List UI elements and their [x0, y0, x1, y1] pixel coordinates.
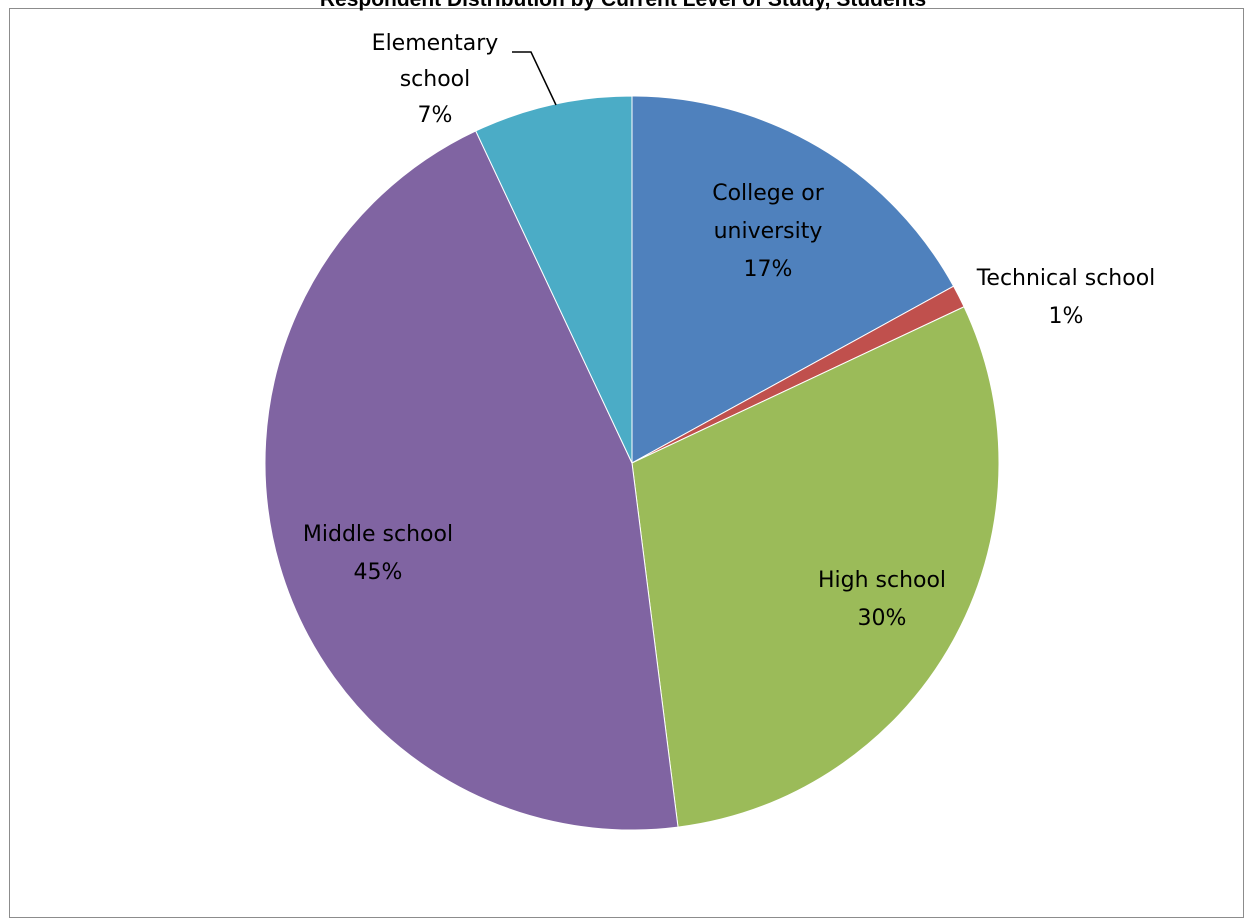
data-label-line: 45%	[354, 560, 403, 585]
data-label-technical-school: Technical school 1%	[976, 266, 1156, 329]
data-label-line: 30%	[858, 606, 907, 631]
pie-slice-elementary-school	[475, 95, 633, 464]
data-label-line: 1%	[1049, 304, 1084, 329]
data-label-line: Middle school	[303, 522, 453, 547]
pie-slice-middle-school	[264, 130, 679, 831]
data-label-line: Technical school	[976, 266, 1156, 291]
data-label-line: High school	[818, 568, 946, 593]
data-label-line: school	[400, 67, 471, 92]
data-label-line: university	[714, 219, 823, 244]
data-label-high-school: High school 30%	[818, 568, 946, 631]
data-label-elementary-school: Elementary school 7%	[372, 31, 499, 128]
data-label-line: Elementary	[372, 31, 499, 56]
data-label-line: 7%	[418, 103, 453, 128]
chart-title: Respondent Distribution by Current Level…	[0, 0, 1246, 14]
data-label-line: College or	[712, 181, 825, 206]
leader-line-elementary-school	[512, 51, 557, 106]
data-label-college-or-university: College or university 17%	[712, 181, 825, 282]
data-label-line: 17%	[744, 257, 793, 282]
data-label-middle-school: Middle school 45%	[303, 522, 453, 585]
pie-slice-college-or-university	[631, 95, 955, 464]
pie-slice-high-school	[631, 306, 1000, 828]
